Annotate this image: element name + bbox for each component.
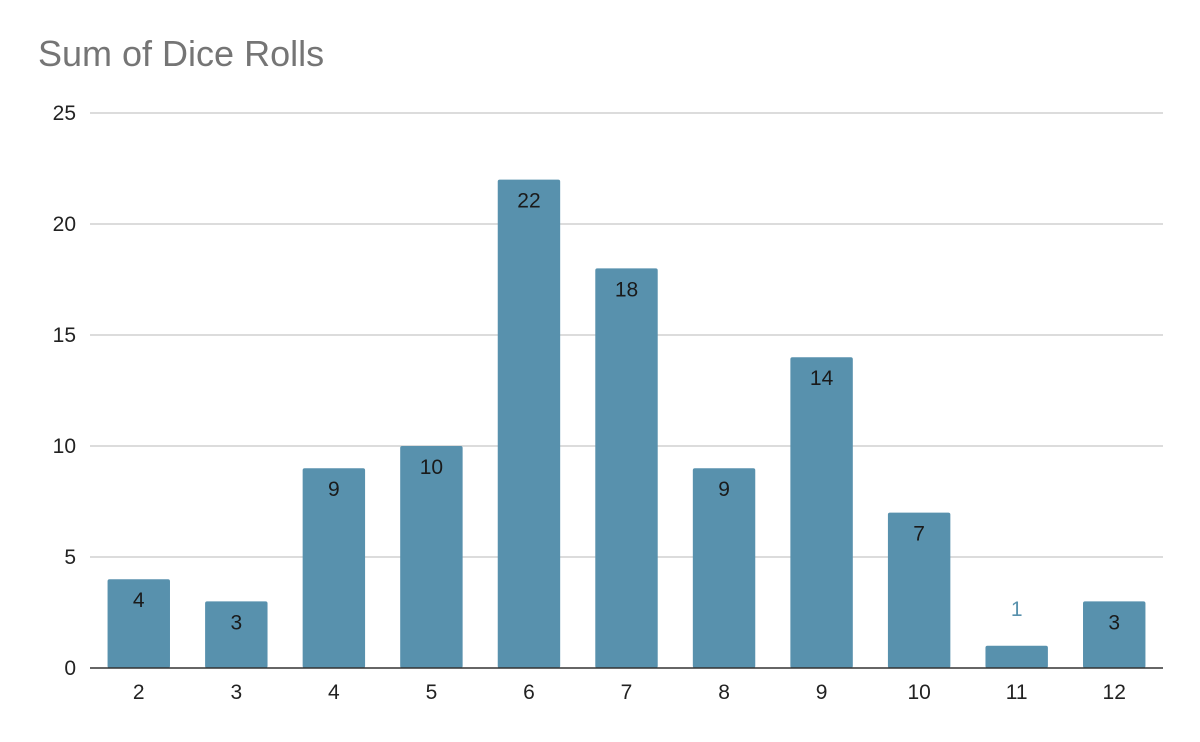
x-tick-label: 12 bbox=[1103, 681, 1126, 704]
data-label: 22 bbox=[517, 190, 540, 213]
y-tick-label: 5 bbox=[64, 546, 76, 569]
bar bbox=[887, 512, 951, 668]
bar bbox=[1083, 601, 1146, 668]
bar bbox=[205, 601, 268, 668]
x-tick-label: 4 bbox=[328, 681, 340, 704]
y-axis-ticks: 0 5 10 15 20 25 bbox=[53, 102, 76, 680]
data-label: 10 bbox=[420, 456, 443, 479]
chart-title: Sum of Dice Rolls bbox=[38, 33, 325, 74]
data-label: 9 bbox=[718, 478, 730, 501]
y-tick-label: 10 bbox=[53, 435, 76, 458]
x-tick-label: 5 bbox=[426, 681, 438, 704]
y-tick-label: 25 bbox=[53, 102, 76, 125]
bar bbox=[302, 468, 366, 668]
bar bbox=[497, 179, 561, 668]
bar bbox=[595, 268, 658, 668]
data-label: 7 bbox=[913, 523, 925, 546]
bar bbox=[790, 357, 853, 668]
x-tick-label: 2 bbox=[133, 681, 145, 704]
x-tick-label: 8 bbox=[718, 681, 730, 704]
bar bbox=[985, 645, 1048, 668]
y-tick-label: 20 bbox=[53, 213, 76, 236]
x-tick-label: 9 bbox=[816, 681, 828, 704]
data-label: 1 bbox=[1011, 598, 1023, 621]
data-label: 9 bbox=[328, 478, 340, 501]
data-label: 4 bbox=[133, 589, 145, 612]
data-label: 18 bbox=[615, 278, 638, 301]
x-tick-label: 6 bbox=[523, 681, 535, 704]
data-labels: 4 3 9 10 22 18 9 14 7 1 3 bbox=[133, 190, 1120, 635]
x-tick-label: 7 bbox=[621, 681, 633, 704]
bars bbox=[107, 179, 1146, 668]
x-tick-label: 10 bbox=[907, 681, 930, 704]
data-label: 14 bbox=[810, 367, 834, 390]
bar bbox=[692, 468, 756, 668]
bar bbox=[107, 579, 170, 668]
x-axis-ticks: 2 3 4 5 6 7 8 9 10 11 12 bbox=[133, 681, 1126, 704]
data-label: 3 bbox=[230, 611, 242, 634]
y-tick-label: 0 bbox=[64, 657, 76, 680]
x-tick-label: 11 bbox=[1006, 681, 1028, 704]
data-label: 3 bbox=[1108, 611, 1120, 634]
x-tick-label: 3 bbox=[230, 681, 242, 704]
y-tick-label: 15 bbox=[53, 324, 76, 347]
bar bbox=[400, 446, 463, 668]
